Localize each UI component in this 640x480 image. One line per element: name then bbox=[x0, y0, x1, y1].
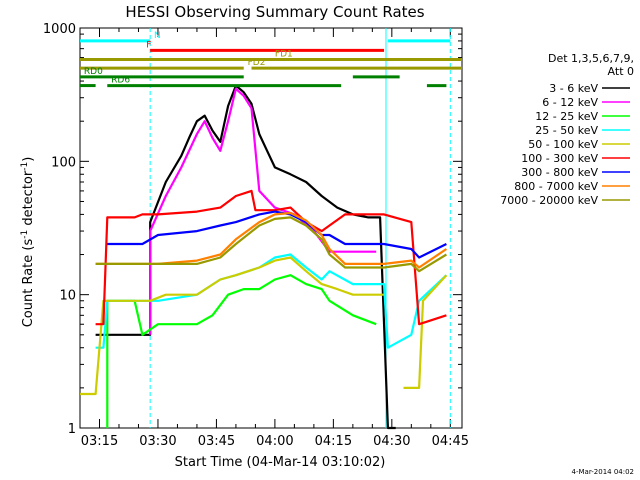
flag-label-rd0: RD0 bbox=[84, 67, 103, 77]
x-tick-label: 04:00 bbox=[256, 434, 293, 449]
x-tick-label: 04:15 bbox=[315, 434, 352, 449]
y-tick-label: 100 bbox=[51, 155, 76, 170]
footer-stamp: 4-Mar-2014 04:02 bbox=[572, 468, 634, 476]
series-line-3 bbox=[106, 274, 377, 428]
x-tick-label: 03:45 bbox=[198, 434, 235, 449]
series-line-5 bbox=[80, 256, 448, 396]
legend-label: 7000 - 20000 keV bbox=[500, 194, 598, 207]
legend-label: 50 - 100 keV bbox=[528, 138, 598, 151]
legend-label: 100 - 300 keV bbox=[521, 152, 598, 165]
flag-label-rd6: RD6 bbox=[111, 76, 130, 86]
x-axis-label: Start Time (04-Mar-14 03:10:02) bbox=[175, 455, 386, 470]
flag-label-fd1: FD1 bbox=[275, 50, 293, 60]
legend-label: 12 - 25 keV bbox=[535, 110, 598, 123]
x-tick-label: 04:30 bbox=[373, 434, 410, 449]
y-axis-label: Count Rate (s-1 detector-1) bbox=[20, 157, 36, 328]
flag-label-fd2: FD2 bbox=[248, 58, 266, 68]
series-line-1 bbox=[95, 84, 396, 430]
y-tick-label: 1 bbox=[68, 422, 76, 437]
y-tick-label: 1000 bbox=[43, 22, 76, 37]
axes-frame bbox=[79, 27, 463, 429]
series-line-6 bbox=[95, 189, 447, 326]
legend-label: 6 - 12 keV bbox=[542, 96, 598, 109]
legend-label: 800 - 7000 keV bbox=[514, 180, 598, 193]
chart-title: HESSI Observing Summary Count Rates bbox=[125, 3, 424, 21]
flag-label-n: N bbox=[154, 31, 161, 41]
x-tick-label: 03:30 bbox=[139, 434, 176, 449]
legend-label: 3 - 6 keV bbox=[549, 82, 598, 95]
x-tick-label: 03:15 bbox=[81, 434, 118, 449]
legend-label: 300 - 800 keV bbox=[521, 166, 598, 179]
flag-label-f: F bbox=[146, 40, 151, 50]
x-tick-label: 04:45 bbox=[432, 434, 469, 449]
legend-label: 25 - 50 keV bbox=[535, 124, 598, 137]
plot-area: 1 10 100 1000 03:15 03:30 03:45 04:00 04:15 04:30… bbox=[43, 22, 469, 449]
legend-title: Att 0 bbox=[608, 65, 634, 78]
legend-title: Det 1,3,5,6,7,9, bbox=[548, 52, 634, 65]
y-tick-label: 10 bbox=[59, 289, 76, 304]
series-line-9 bbox=[95, 216, 447, 273]
